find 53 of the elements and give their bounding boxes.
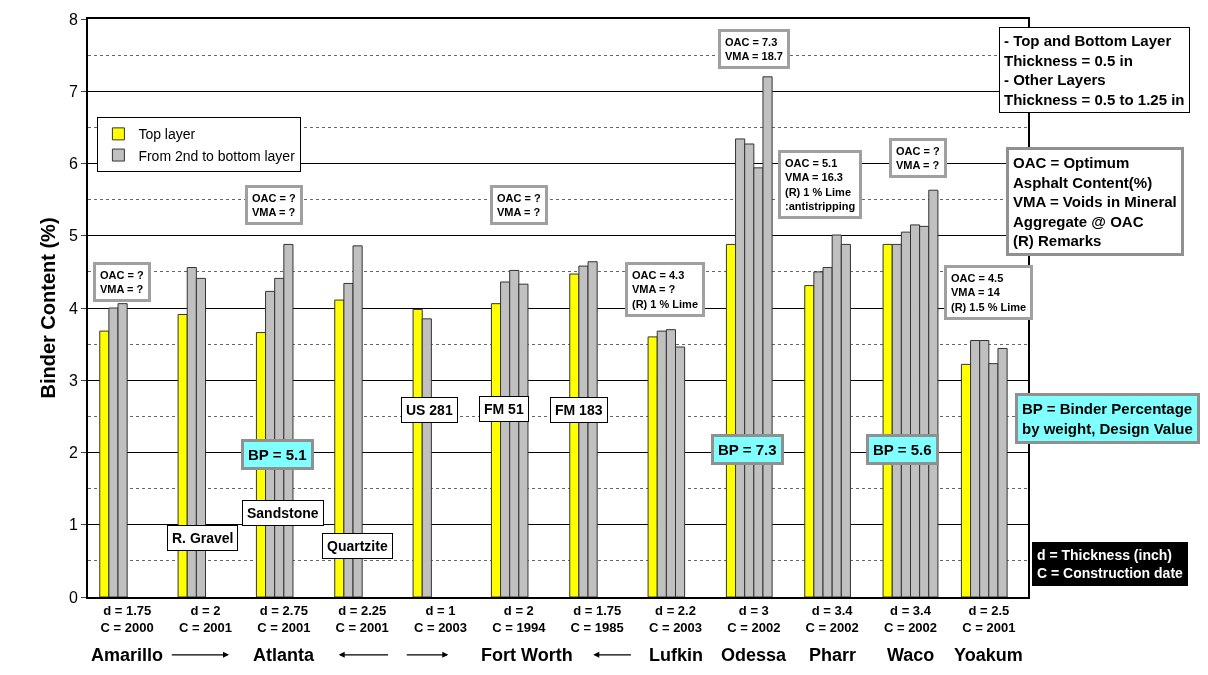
text: d = Thickness (inch) C = Construction date [1037,547,1184,582]
annotation: OAC = ? VMA = ? [896,145,940,172]
x-tick-label: d = 1.75 C = 1985 [570,602,624,635]
x-tick-label: d = 3.4 C = 2002 [883,602,938,635]
y-tick-label: 4 [68,299,78,317]
text: Odessa [721,645,788,665]
x-tick-label: d = 2.2 C = 2003 [648,602,703,635]
annotation: OAC = 4.3 VMA = ? (R) 1 % Lime [632,269,699,310]
x-tick-label: d = 1.75 C = 2000 [100,602,154,635]
annotation: OAC = ? VMA = ? [100,269,144,296]
annotation: BP = 5.1 [248,446,307,463]
text: Pharr [809,645,857,665]
annotation: Quartzite [327,538,388,554]
legend-label: Top layer [138,126,196,143]
annotation: - Top and Bottom Layer Thickness = 0.5 in - Other Layers Thickness = 0.5 to 1.25 in [1004,32,1185,108]
text: Amarillo [91,645,164,665]
annotation: R. Gravel [172,530,234,546]
x-tick-label: d = 2 C = 2001 [178,602,233,635]
x-tick-label: d = 3 C = 2002 [727,602,781,635]
x-tick-label: d = 3.4 C = 2002 [805,602,859,635]
x-tick-label: d = 2.25 C = 2001 [335,602,389,635]
y-tick-label: 3 [68,371,78,389]
annotation: OAC = 4.5 VMA = 14 (R) 1.5 % Lime [951,272,1027,313]
annotation: BP = 7.3 [718,441,777,458]
x-tick-label: d = 2.5 C = 2001 [962,602,1016,635]
annotation: BP = 5.6 [873,441,932,458]
annotation: FM 183 [555,402,603,418]
annotation: BP = Binder Percentage by weight, Design Value [1022,400,1193,437]
text: Yoakum [954,645,1023,665]
x-tick-label: d = 2.75 C = 2001 [257,602,311,635]
x-tick-label: d = 1 C = 2003 [413,602,468,635]
text: Lufkin [649,645,703,665]
y-tick-label: 7 [68,82,78,100]
annotation: OAC = ? VMA = ? [497,192,541,219]
y-tick-label: 5 [68,227,78,245]
y-tick-label: 6 [68,155,78,173]
annotation: OAC = Optimum Asphalt Content(%) VMA = Voids in Mineral Aggregate @ OAC (R) Remarks [1013,154,1177,249]
annotation: FM 51 [484,401,524,417]
y-tick-label: 1 [68,516,78,534]
annotation: OAC = 5.1 VMA = 16.3 (R) 1 % Lime :antistripping [785,157,856,212]
text: Fort Worth [481,645,573,665]
y-tick-label: 0 [68,588,78,606]
legend-label: From 2nd to bottom layer [138,147,296,164]
annotation: Sandstone [247,505,319,521]
y-axis-title: Binder Content (%) [36,217,59,399]
x-tick-label: d = 2 C = 1994 [492,602,547,635]
annotation: OAC = 7.3 VMA = 18.7 [725,36,783,63]
text: Waco [887,645,935,665]
text: Atlanta [253,645,315,665]
y-tick-label: 2 [68,444,78,462]
annotation: OAC = ? VMA = ? [252,192,296,219]
y-tick-label: 8 [68,10,78,28]
annotation: US 281 [406,402,453,418]
